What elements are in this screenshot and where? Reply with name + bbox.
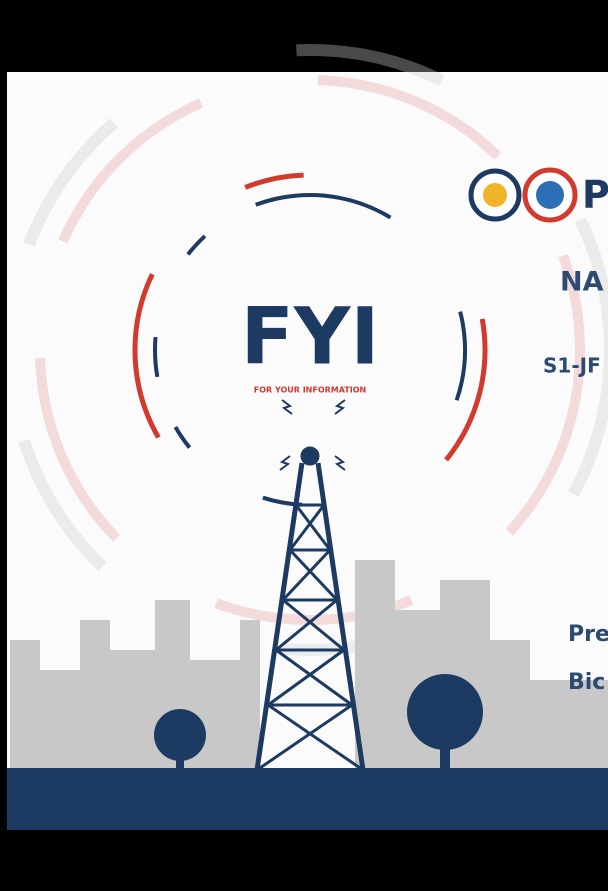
- presenter-text: Bic: [568, 670, 605, 695]
- code-text: S1-JF: [543, 354, 601, 378]
- subheading-text: NA: [560, 267, 604, 298]
- ground-band: [7, 768, 608, 830]
- page: FYI FOR YOUR INFORMATION P NA S1-JF Pre …: [0, 0, 608, 891]
- video-frame: FYI FOR YOUR INFORMATION P NA S1-JF Pre …: [0, 0, 608, 891]
- logo-subtitle: FOR YOUR INFORMATION: [254, 386, 367, 395]
- heading-text: P: [582, 173, 608, 217]
- presenter-text: Pre: [568, 622, 608, 647]
- logo-title: FYI: [241, 292, 380, 382]
